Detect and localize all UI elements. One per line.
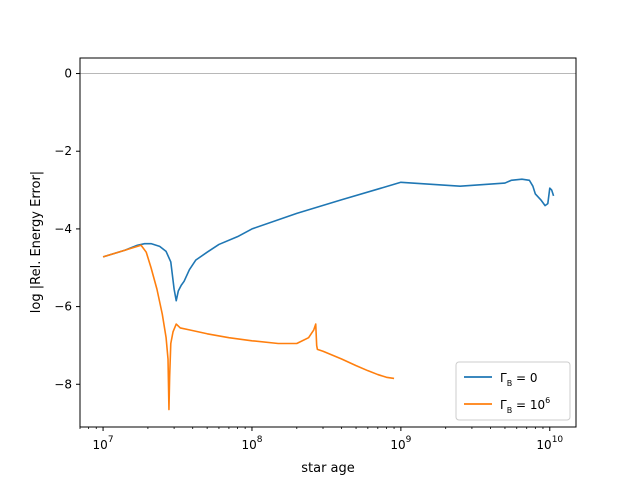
x-tick-label: 1010 [536, 435, 563, 452]
legend-label-2: ΓB = 106 [500, 396, 550, 415]
y-tick-label: −8 [54, 377, 72, 391]
legend: ΓB = 0 ΓB = 106 [455, 361, 571, 421]
y-tick-label: −6 [54, 300, 72, 314]
y-tick-label: −2 [54, 144, 72, 158]
x-axis-label: star age [301, 461, 355, 476]
series-line-2 [102, 244, 395, 411]
legend-label-1: ΓB = 0 [500, 371, 538, 388]
series-line-1 [102, 178, 555, 302]
y-tick-label: −4 [54, 222, 72, 236]
x-tick-label: 109 [390, 435, 411, 452]
y-axis-label: log |Rel. Energy Error| [29, 171, 44, 313]
y-axis-ticks: 0 −2 −4 −6 −8 [54, 67, 80, 391]
x-axis-ticks: 107 108 109 1010 [79, 427, 563, 452]
y-tick-label: 0 [64, 67, 72, 81]
series-lines [80, 73, 576, 411]
x-tick-label: 107 [93, 435, 114, 452]
plot-frame [79, 57, 577, 428]
x-tick-label: 108 [241, 435, 262, 452]
